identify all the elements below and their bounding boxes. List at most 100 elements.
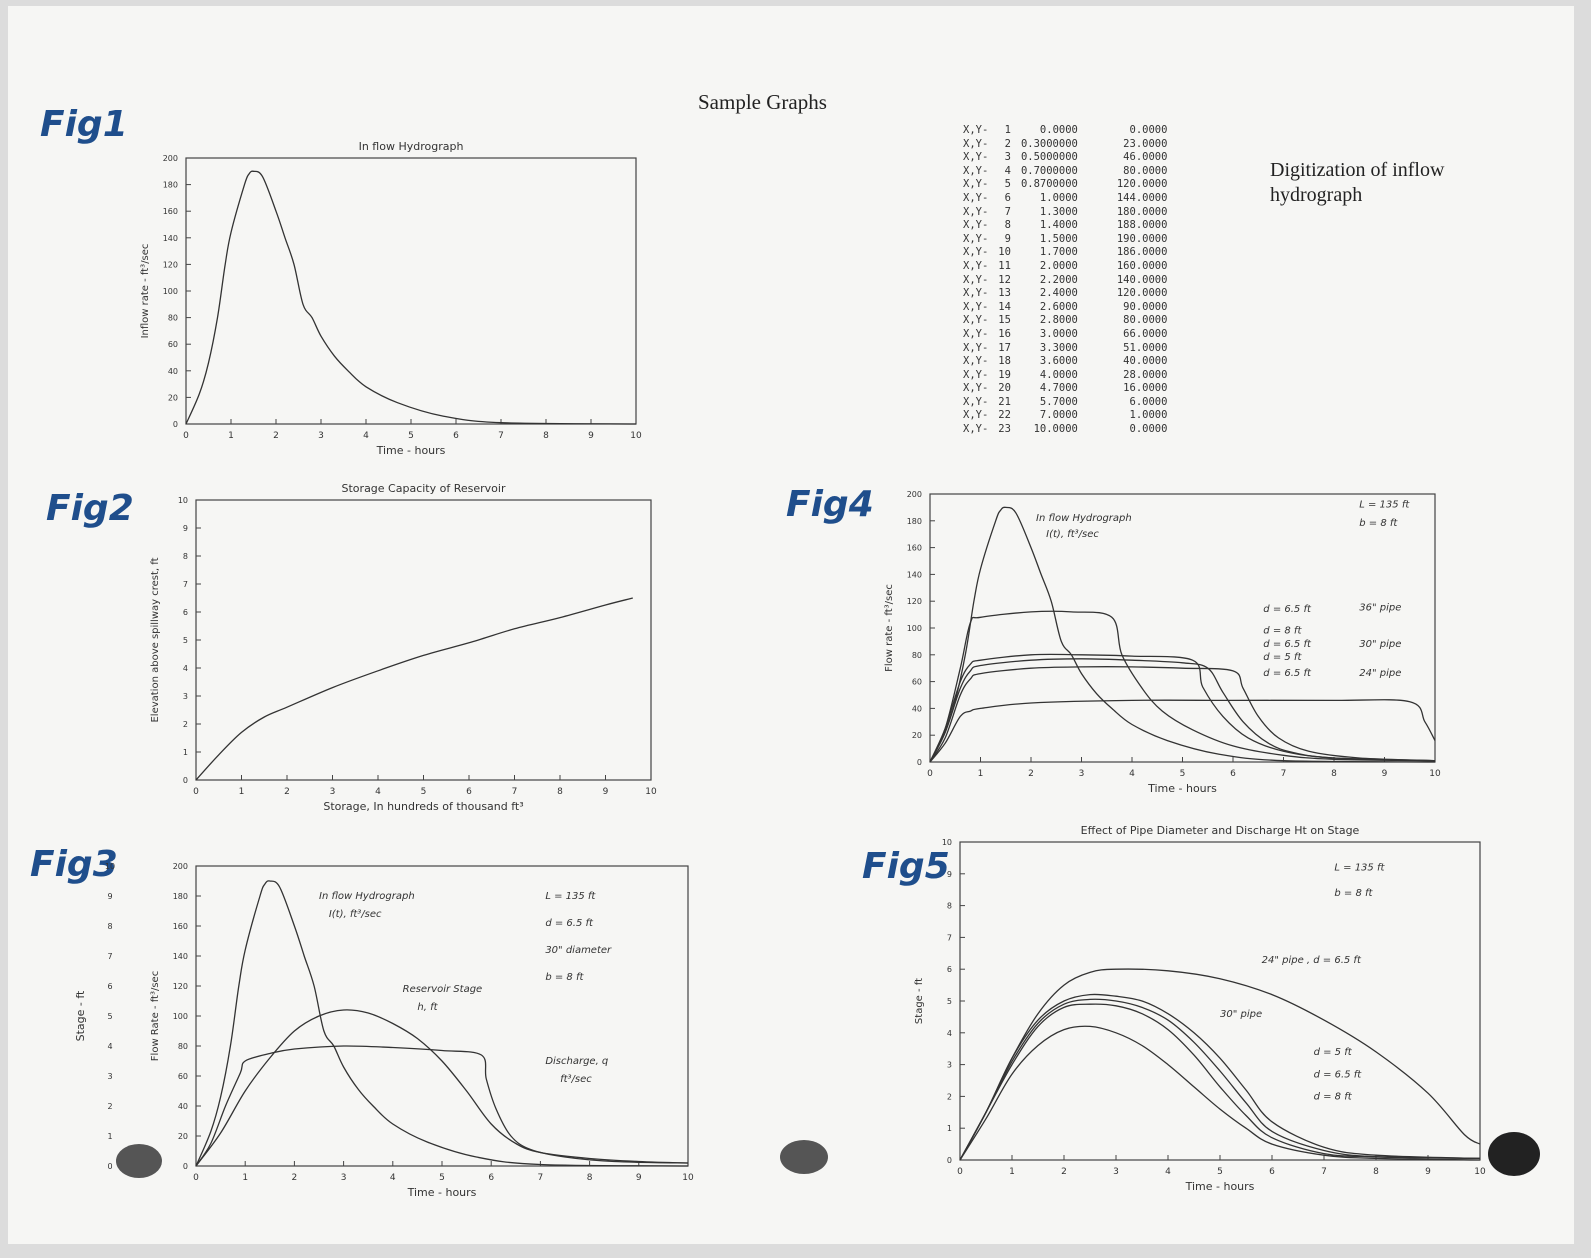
x-tick-label: 8 xyxy=(587,1173,593,1183)
row-y-value: 28.0000 xyxy=(1123,368,1168,381)
row-label: X,Y- xyxy=(963,151,989,164)
row-y-value: 1.0000 xyxy=(1129,409,1168,422)
row-x-value: 1.5000 xyxy=(1039,232,1078,245)
row-label: X,Y- xyxy=(963,395,989,408)
row-x-value: 0.8700000 xyxy=(1020,178,1078,191)
y2-tick-label: 5 xyxy=(107,1012,112,1021)
annotation-label: In flow Hydrograph xyxy=(1036,513,1132,524)
annotation-label: 30" pipe xyxy=(1359,639,1401,650)
table-row: X,Y- 2 0.3000000 23.0000 xyxy=(958,138,1172,152)
y-tick-label: 200 xyxy=(907,490,922,499)
row-index: 6 xyxy=(1004,191,1011,204)
x-tick-label: 10 xyxy=(630,431,642,441)
annotation-label: In flow Hydrograph xyxy=(319,891,415,902)
y-tick-label: 100 xyxy=(173,1012,188,1021)
y-tick-label: 10 xyxy=(178,496,188,505)
row-index: 10 xyxy=(998,246,1011,259)
row-index: 15 xyxy=(998,314,1011,327)
row-index: 11 xyxy=(998,259,1011,272)
row-label: X,Y- xyxy=(963,382,989,395)
digitization-table: X,Y- 1 0.0000 0.0000 X,Y- 2 0.3000000 23.0000 X,… xyxy=(958,124,1172,437)
annotation-label: b = 8 ft xyxy=(545,972,584,983)
x-tick-label: 4 xyxy=(1165,1167,1171,1177)
row-index: 7 xyxy=(1004,205,1011,218)
series-line-4 xyxy=(959,1003,1481,1161)
y-axis-label: Elevation above spillway crest, ft xyxy=(150,557,161,722)
annotation-label: 36" pipe xyxy=(1359,603,1401,614)
row-y-value: 160.0000 xyxy=(1116,259,1168,272)
row-x-value: 3.6000 xyxy=(1039,355,1078,368)
table-row: X,Y- 15 2.8000 80.0000 xyxy=(958,314,1172,328)
y2-tick-label: 9 xyxy=(107,892,112,901)
annotation-label: Discharge, q xyxy=(545,1056,608,1067)
annotation-label: 24" pipe xyxy=(1359,668,1401,679)
row-y-value: 6.0000 xyxy=(1129,395,1168,408)
row-x-value: 0.5000000 xyxy=(1020,151,1078,164)
x-tick-label: 5 xyxy=(1180,769,1186,779)
annotation-label: d = 8 ft xyxy=(1314,1092,1353,1103)
table-row: X,Y- 11 2.0000 160.0000 xyxy=(958,260,1172,274)
annotation-label: I(t), ft³/sec xyxy=(1046,529,1099,540)
row-x-value: 0.7000000 xyxy=(1020,164,1078,177)
x-tick-label: 1 xyxy=(242,1173,248,1183)
y-tick-label: 180 xyxy=(907,517,922,526)
row-label: X,Y- xyxy=(963,273,989,286)
y2-axis-label: Stage - ft xyxy=(74,990,87,1041)
row-y-value: 80.0000 xyxy=(1123,164,1168,177)
annotation-label: d = 6.5 ft xyxy=(1263,639,1312,650)
row-label: X,Y- xyxy=(963,341,989,354)
table-row: X,Y- 12 2.2000 140.0000 xyxy=(958,274,1172,288)
y-tick-label: 2 xyxy=(183,720,188,729)
y-tick-label: 9 xyxy=(183,524,188,533)
annotation-label: d = 5 ft xyxy=(1314,1047,1353,1058)
annotation-label: d = 5 ft xyxy=(1263,652,1302,663)
row-x-value: 10.0000 xyxy=(1033,423,1078,436)
row-y-value: 66.0000 xyxy=(1123,327,1168,340)
table-row: X,Y- 4 0.7000000 80.0000 xyxy=(958,165,1172,179)
row-x-value: 1.7000 xyxy=(1039,246,1078,259)
x-tick-label: 6 xyxy=(453,431,459,441)
x-tick-label: 0 xyxy=(927,769,933,779)
series-line-2 xyxy=(195,1009,689,1167)
series-line-3 xyxy=(929,653,1436,763)
row-index: 19 xyxy=(998,368,1011,381)
row-label: X,Y- xyxy=(963,327,989,340)
y-axis-label: Inflow rate - ft³/sec xyxy=(140,244,151,339)
y-tick-label: 20 xyxy=(912,731,922,740)
x-tick-label: 6 xyxy=(488,1173,494,1183)
annotation-label: h, ft xyxy=(417,1002,438,1013)
series-line-3 xyxy=(959,998,1481,1161)
x-tick-label: 10 xyxy=(1429,769,1441,779)
row-label: X,Y- xyxy=(963,137,989,150)
y-tick-label: 8 xyxy=(947,902,952,911)
row-y-value: 188.0000 xyxy=(1116,219,1168,232)
x-tick-label: 7 xyxy=(1321,1167,1327,1177)
row-y-value: 186.0000 xyxy=(1116,246,1168,259)
row-x-value: 1.3000 xyxy=(1039,205,1078,218)
row-y-value: 23.0000 xyxy=(1123,137,1168,150)
x-tick-label: 0 xyxy=(183,431,189,441)
y-tick-label: 8 xyxy=(183,552,188,561)
row-label: X,Y- xyxy=(963,246,989,259)
x-tick-label: 2 xyxy=(1028,769,1034,779)
row-index: 2 xyxy=(1004,137,1011,150)
x-tick-label: 9 xyxy=(636,1173,642,1183)
x-tick-label: 4 xyxy=(390,1173,396,1183)
chart-title: Storage Capacity of Reservoir xyxy=(342,482,506,495)
row-index: 1 xyxy=(1004,124,1011,136)
y-tick-label: 140 xyxy=(173,952,188,961)
x-tick-label: 4 xyxy=(1129,769,1135,779)
table-row: X,Y- 10 1.7000 186.0000 xyxy=(958,246,1172,260)
row-y-value: 0.0000 xyxy=(1129,423,1168,436)
table-row: X,Y- 23 10.0000 0.0000 xyxy=(958,423,1172,437)
row-y-value: 40.0000 xyxy=(1123,355,1168,368)
x-tick-label: 2 xyxy=(292,1173,298,1183)
row-index: 14 xyxy=(998,300,1011,313)
y-tick-label: 160 xyxy=(173,922,188,931)
row-index: 8 xyxy=(1004,219,1011,232)
series-line-6 xyxy=(929,699,1436,763)
y-tick-label: 5 xyxy=(183,636,188,645)
y-tick-label: 80 xyxy=(912,651,922,660)
binder-hole-left xyxy=(116,1144,162,1178)
annotation-label: d = 6.5 ft xyxy=(545,918,594,929)
